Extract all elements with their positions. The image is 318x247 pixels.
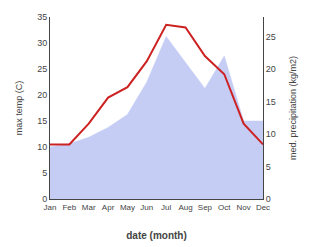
svg-text:Jul: Jul [161,203,171,212]
svg-text:Feb: Feb [62,203,76,212]
svg-text:30: 30 [37,38,47,48]
svg-text:20: 20 [37,90,47,100]
svg-text:Oct: Oct [218,203,231,212]
svg-text:0: 0 [42,194,47,204]
svg-text:date (month): date (month) [126,230,187,241]
svg-text:Dec: Dec [256,203,270,212]
svg-text:Apr: Apr [102,203,115,212]
svg-text:10: 10 [266,129,276,139]
svg-text:25: 25 [266,32,276,42]
svg-text:25: 25 [37,64,47,74]
svg-text:Aug: Aug [178,203,192,212]
svg-text:10: 10 [37,142,47,152]
svg-text:Sep: Sep [198,203,213,212]
svg-text:35: 35 [37,12,47,22]
svg-text:Jun: Jun [140,203,153,212]
svg-text:Mar: Mar [82,203,96,212]
svg-text:20: 20 [266,64,276,74]
svg-text:May: May [120,203,135,212]
svg-text:15: 15 [266,97,276,107]
svg-text:5: 5 [266,162,271,172]
svg-text:Nov: Nov [237,203,251,212]
svg-text:max temp (C): max temp (C) [14,81,24,136]
svg-text:15: 15 [37,116,47,126]
svg-text:Jan: Jan [44,203,57,212]
svg-text:0: 0 [266,194,271,204]
svg-text:med. precipitation (kg/m2): med. precipitation (kg/m2) [288,56,298,160]
svg-text:5: 5 [42,168,47,178]
